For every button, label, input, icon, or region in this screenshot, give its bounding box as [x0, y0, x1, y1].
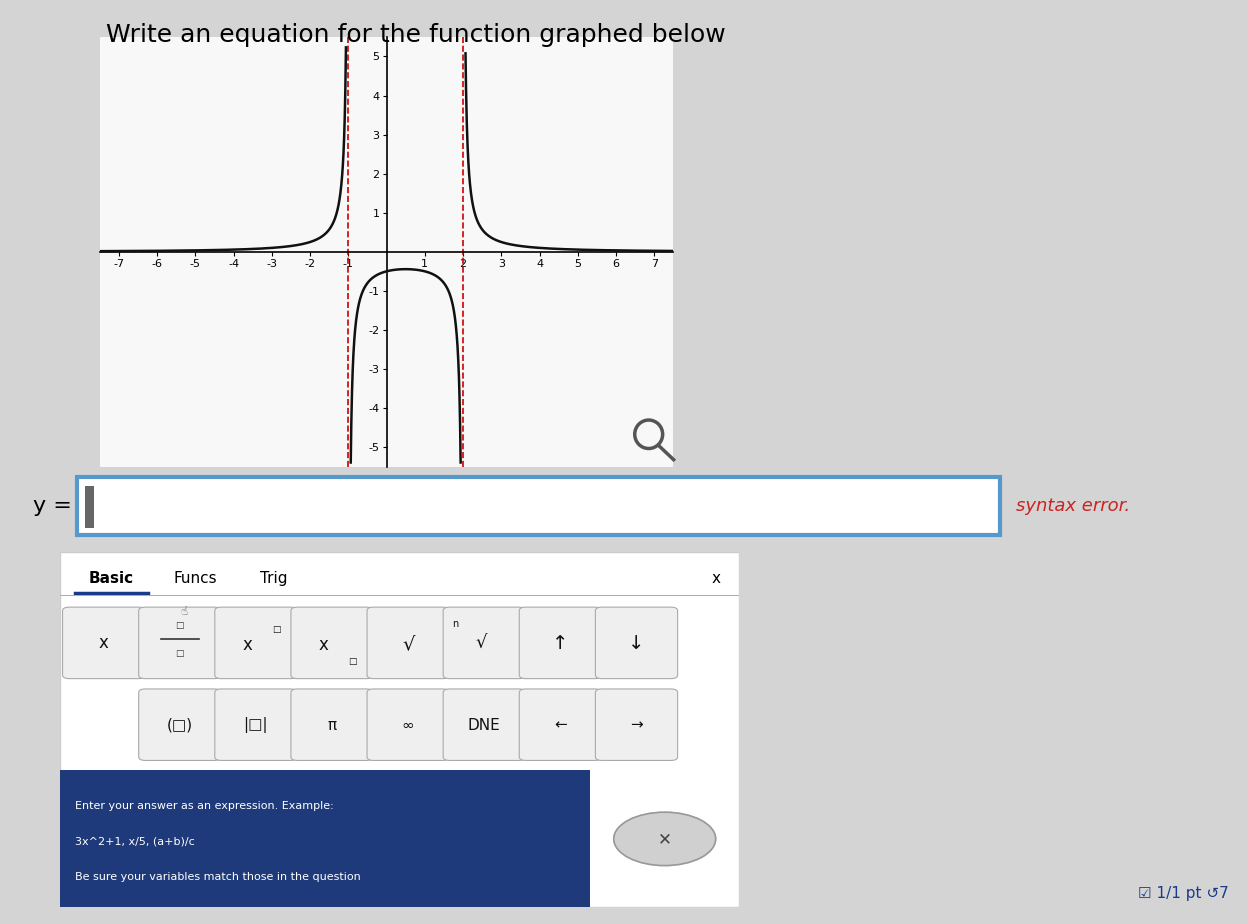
Text: ☝: ☝ [180, 604, 187, 618]
Text: ←: ← [554, 718, 567, 733]
Text: syntax error.: syntax error. [1016, 497, 1131, 515]
FancyBboxPatch shape [367, 689, 449, 760]
FancyBboxPatch shape [595, 607, 677, 678]
Text: √: √ [402, 634, 414, 652]
Text: x: x [99, 634, 108, 652]
Text: DNE: DNE [468, 718, 500, 733]
Text: (□): (□) [167, 718, 193, 733]
Text: x: x [711, 571, 721, 586]
Text: Basic: Basic [89, 571, 133, 586]
FancyBboxPatch shape [291, 607, 373, 678]
FancyBboxPatch shape [138, 607, 221, 678]
Text: □: □ [272, 625, 281, 634]
Text: y =: y = [34, 496, 72, 516]
Text: Write an equation for the function graphed below: Write an equation for the function graph… [106, 23, 726, 47]
Text: Trig: Trig [261, 571, 288, 586]
FancyBboxPatch shape [214, 607, 297, 678]
FancyBboxPatch shape [519, 689, 601, 760]
Text: ↑: ↑ [552, 634, 569, 652]
Text: n: n [453, 619, 459, 628]
Text: □: □ [348, 657, 357, 665]
FancyBboxPatch shape [138, 689, 221, 760]
FancyBboxPatch shape [62, 607, 145, 678]
Text: x: x [242, 636, 252, 654]
Text: √: √ [475, 634, 486, 652]
FancyBboxPatch shape [77, 477, 1000, 535]
Text: 3x^2+1, x/5, (a+b)/c: 3x^2+1, x/5, (a+b)/c [75, 836, 195, 846]
Text: π: π [328, 718, 337, 733]
FancyBboxPatch shape [214, 689, 297, 760]
Text: ✕: ✕ [657, 830, 672, 848]
FancyBboxPatch shape [367, 607, 449, 678]
Text: ∞: ∞ [402, 718, 414, 733]
Text: ↓: ↓ [628, 634, 645, 652]
FancyBboxPatch shape [60, 552, 739, 907]
Text: Enter your answer as an expression. Example:: Enter your answer as an expression. Exam… [75, 801, 333, 811]
Text: ☑ 1/1 pt ↺7: ☑ 1/1 pt ↺7 [1137, 886, 1228, 901]
Text: |□|: |□| [243, 717, 268, 733]
Text: Be sure your variables match those in the question: Be sure your variables match those in th… [75, 872, 360, 882]
Text: Funcs: Funcs [175, 571, 217, 586]
FancyBboxPatch shape [60, 771, 590, 907]
Circle shape [614, 812, 716, 866]
FancyBboxPatch shape [443, 689, 525, 760]
Text: →: → [630, 718, 643, 733]
Text: □: □ [176, 621, 185, 630]
Text: □: □ [176, 650, 185, 659]
FancyBboxPatch shape [443, 607, 525, 678]
Text: x: x [318, 636, 328, 654]
FancyBboxPatch shape [595, 689, 677, 760]
FancyBboxPatch shape [85, 486, 94, 529]
FancyBboxPatch shape [291, 689, 373, 760]
FancyBboxPatch shape [519, 607, 601, 678]
